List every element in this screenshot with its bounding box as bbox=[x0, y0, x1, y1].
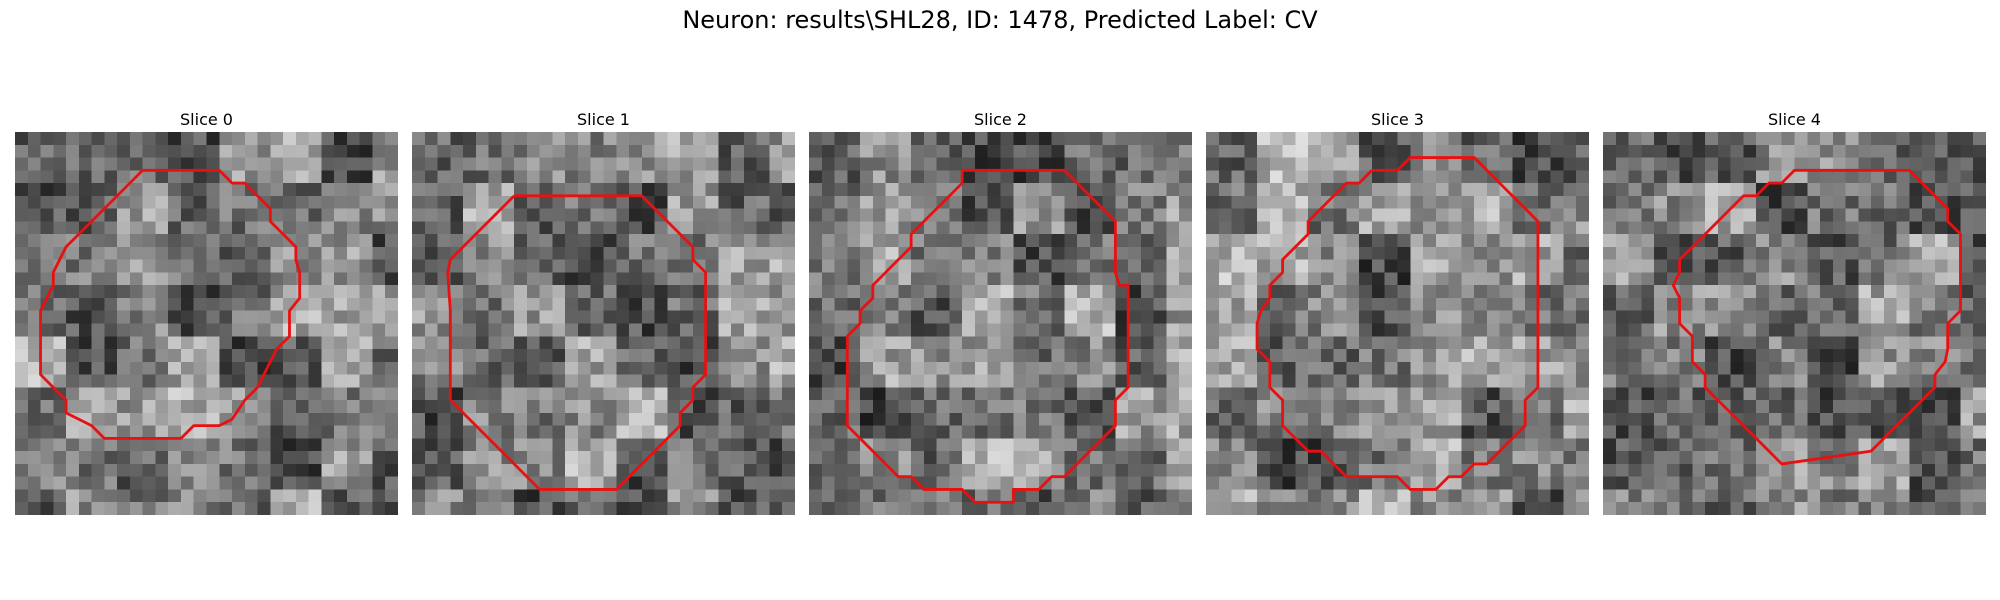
slice-panel-0: Slice 0 bbox=[15, 108, 398, 515]
slice-contour bbox=[845, 168, 1130, 504]
slice-panel-3: Slice 3 bbox=[1206, 108, 1589, 515]
slice-contour bbox=[446, 194, 708, 491]
slice-contour bbox=[1255, 156, 1540, 491]
slice-title: Slice 0 bbox=[180, 110, 233, 129]
slice-panel-4: Slice 4 bbox=[1603, 108, 1986, 515]
slice-image bbox=[1206, 132, 1589, 515]
figure-title: Neuron: results\SHL28, ID: 1478, Predict… bbox=[682, 6, 1318, 34]
slice-panel-2: Slice 2 bbox=[809, 108, 1192, 515]
slice-contour bbox=[39, 168, 302, 440]
slice-title: Slice 1 bbox=[577, 110, 630, 129]
slice-panel-1: Slice 1 bbox=[412, 108, 795, 515]
slice-image bbox=[15, 132, 398, 515]
slice-image bbox=[1603, 132, 1986, 515]
slice-contour bbox=[1671, 168, 1962, 466]
slice-title: Slice 4 bbox=[1768, 110, 1821, 129]
slice-title: Slice 2 bbox=[974, 110, 1027, 129]
slice-title: Slice 3 bbox=[1371, 110, 1424, 129]
